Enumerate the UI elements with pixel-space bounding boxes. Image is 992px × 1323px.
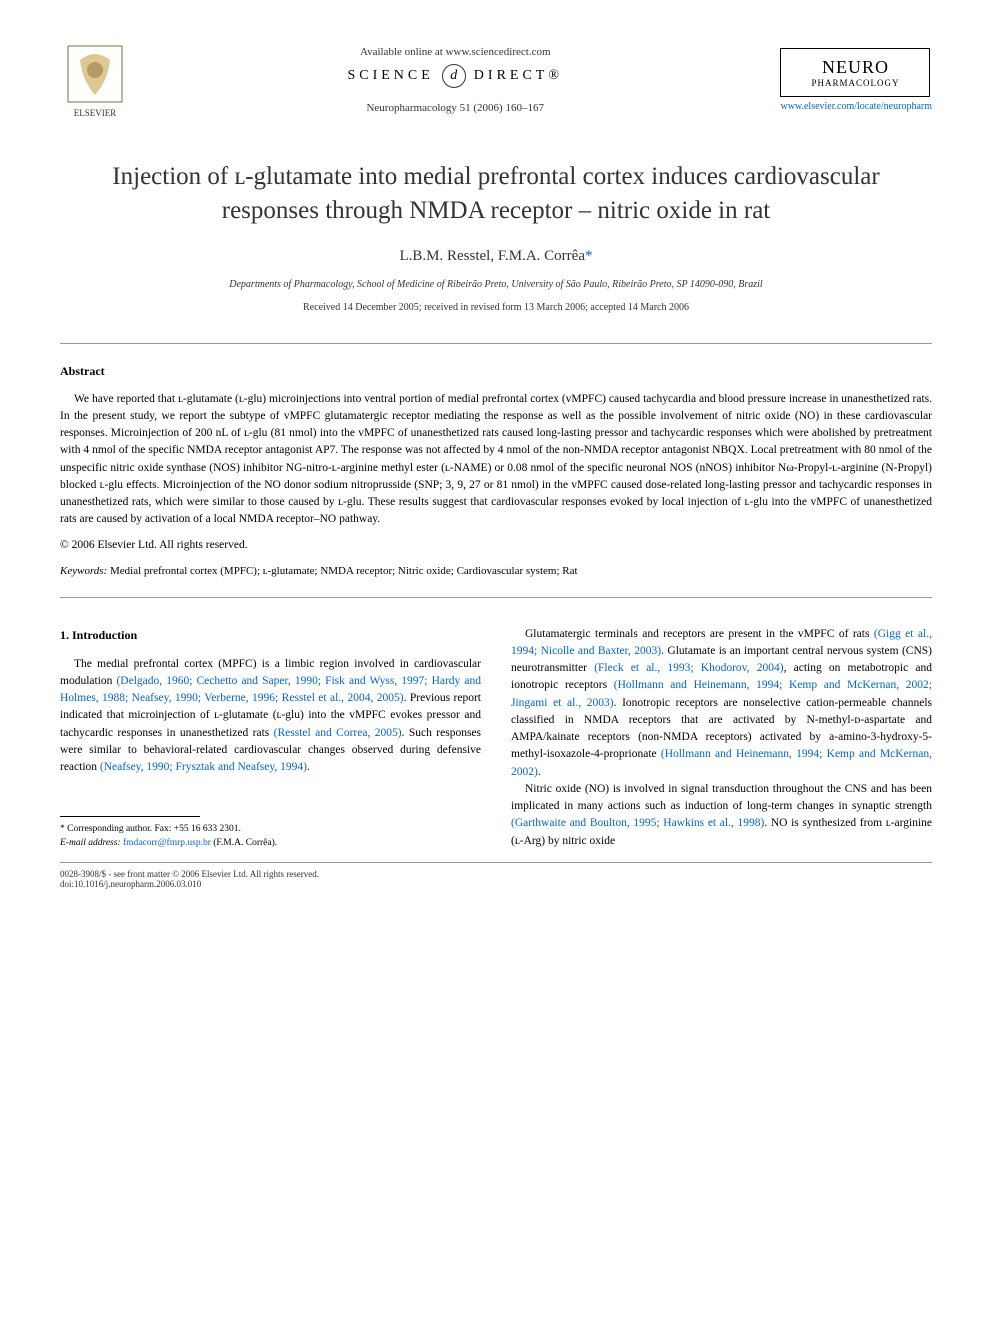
footer-line1: 0028-3908/$ - see front matter © 2006 El… [60,869,932,879]
author-names: L.B.M. Resstel, F.M.A. Corrêa [400,248,585,264]
science-direct-logo: SCIENCE d DIRECT® [130,64,780,88]
corresponding-star-icon: * [585,248,593,264]
corr-author: * Corresponding author. Fax: +55 16 633 … [60,823,481,836]
p2e: . [538,766,541,778]
elsevier-text: ELSEVIER [74,108,117,118]
left-column: 1. Introduction The medial prefrontal co… [60,626,481,850]
intro-p2: Glutamatergic terminals and receptors ar… [511,626,932,781]
email-line: E-mail address: fmdacorr@fmrp.usp.br (F.… [60,837,481,850]
email-link[interactable]: fmdacorr@fmrp.usp.br [123,838,211,848]
intro-p1: The medial prefrontal cortex (MPFC) is a… [60,656,481,777]
elsevier-logo: ELSEVIER [60,40,130,120]
abstract-heading: Abstract [60,364,932,379]
section-heading-intro: 1. Introduction [60,626,481,644]
abstract-body: We have reported that ʟ-glutamate (ʟ-glu… [60,391,932,529]
p3a: Nitric oxide (NO) is involved in signal … [511,783,932,812]
journal-link[interactable]: www.elsevier.com/locate/neuropharm [780,101,932,112]
keywords-text: Medial prefrontal cortex (MPFC); ʟ-gluta… [110,565,578,577]
available-online-text: Available online at www.sciencedirect.co… [130,46,780,58]
corresponding-footnote: * Corresponding author. Fax: +55 16 633 … [60,823,481,850]
article-title: Injection of ʟ-glutamate into medial pre… [100,160,892,228]
keywords-label: Keywords: [60,565,107,577]
copyright: © 2006 Elsevier Ltd. All rights reserved… [60,539,932,551]
divider [60,343,932,344]
keywords: Keywords: Medial prefrontal cortex (MPFC… [60,565,932,577]
journal-logo-main: NEURO [795,57,915,78]
right-column: Glutamatergic terminals and receptors ar… [511,626,932,850]
authors: L.B.M. Resstel, F.M.A. Corrêa* [60,248,932,265]
article-dates: Received 14 December 2005; received in r… [60,302,932,313]
journal-logo-sub: PHARMACOLOGY [795,78,915,88]
body-columns: 1. Introduction The medial prefrontal co… [60,626,932,850]
ref-link[interactable]: (Neafsey, 1990; Frysztak and Neafsey, 19… [100,761,307,773]
affiliation: Departments of Pharmacology, School of M… [60,279,932,290]
p1d: . [307,761,310,773]
divider [60,597,932,598]
email-label: E-mail address: [60,838,121,848]
footnote-separator [60,816,200,817]
sd-right: DIRECT® [474,68,563,84]
email-name: (F.M.A. Corrêa). [213,838,277,848]
journal-logo-block: NEURO PHARMACOLOGY www.elsevier.com/loca… [780,48,932,112]
p2a: Glutamatergic terminals and receptors ar… [525,628,874,640]
journal-reference: Neuropharmacology 51 (2006) 160–167 [130,102,780,114]
sd-d-icon: d [442,64,466,88]
header-center: Available online at www.sciencedirect.co… [130,46,780,114]
footer-divider [60,862,932,863]
ref-link[interactable]: (Fleck et al., 1993; Khodorov, 2004) [594,662,783,674]
ref-link[interactable]: (Garthwaite and Boulton, 1995; Hawkins e… [511,817,764,829]
sd-left: SCIENCE [347,68,433,84]
abstract-text: We have reported that ʟ-glutamate (ʟ-glu… [60,391,932,529]
page-header: ELSEVIER Available online at www.science… [60,40,932,120]
journal-logo: NEURO PHARMACOLOGY [780,48,930,97]
intro-p3: Nitric oxide (NO) is involved in signal … [511,781,932,850]
footer-line2: doi:10.1016/j.neuropharm.2006.03.010 [60,879,932,889]
ref-link[interactable]: (Resstel and Correa, 2005) [274,727,402,739]
